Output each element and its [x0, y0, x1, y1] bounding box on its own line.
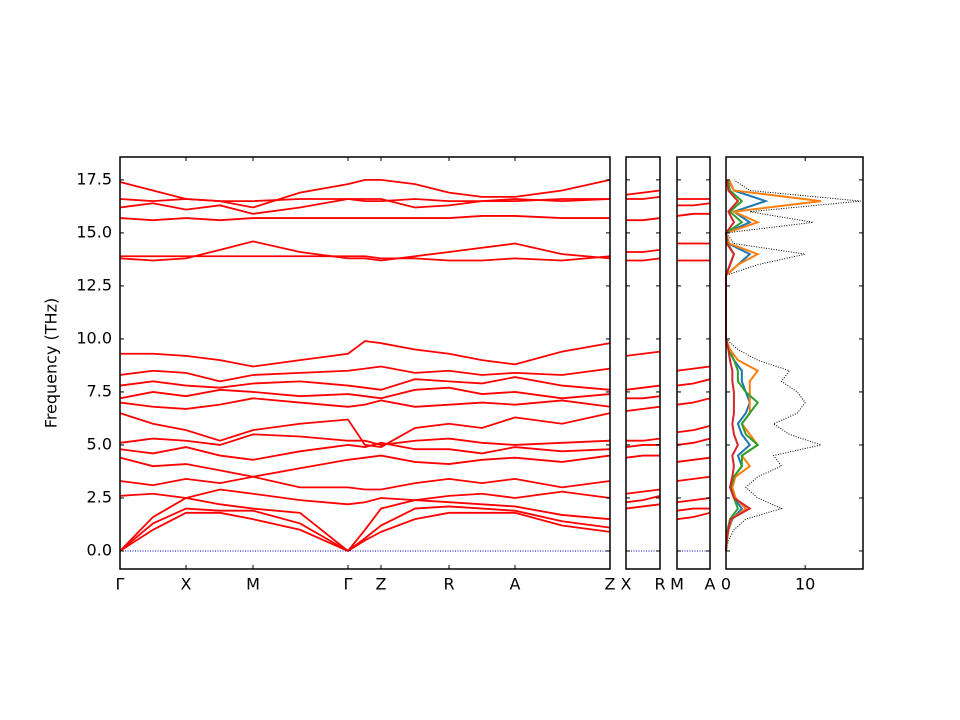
x-tick-label: 0	[721, 575, 731, 594]
band-line	[119, 488, 611, 506]
band-line	[119, 240, 611, 262]
band-line	[626, 257, 661, 262]
band-line	[119, 505, 611, 553]
y-tick-label: 5.0	[87, 434, 112, 453]
band-line	[119, 397, 611, 410]
band-line	[625, 405, 661, 412]
x-tick-label: M	[670, 575, 684, 594]
panel-frame	[119, 156, 611, 570]
band-line	[119, 412, 611, 449]
band-line	[120, 255, 611, 262]
x-tick-label: X	[621, 575, 632, 594]
y-tick-label: 12.5	[76, 275, 112, 294]
dos-line	[724, 179, 822, 552]
band-line	[119, 198, 610, 215]
y-tick-label: 2.5	[87, 487, 112, 506]
band-line	[626, 248, 661, 253]
band-line	[676, 424, 711, 434]
band-line	[625, 488, 661, 495]
x-tick-label: R	[443, 575, 454, 594]
band-line	[120, 340, 611, 368]
x-tick-label: X	[181, 575, 192, 594]
band-line	[625, 384, 661, 391]
x-tick-label: 10	[795, 575, 815, 594]
band-line	[119, 511, 611, 552]
band-line	[676, 378, 711, 387]
band-line	[626, 437, 661, 442]
panel-frame	[725, 156, 864, 570]
y-axis-label: Frequency (THz)	[42, 298, 61, 428]
x-tick-label: R	[654, 575, 665, 594]
x-tick-label: Γ	[344, 575, 353, 594]
band-line	[676, 497, 711, 504]
panel-frame	[625, 156, 661, 570]
y-tick-label: 15.0	[76, 222, 112, 241]
x-tick-label: M	[246, 575, 260, 594]
y-tick-label: 0.0	[87, 540, 112, 559]
band-line	[119, 497, 611, 553]
band-line	[625, 503, 661, 510]
y-tick-label: 17.5	[76, 169, 112, 188]
band-line	[676, 212, 710, 217]
band-line	[119, 433, 611, 446]
band-line	[676, 365, 711, 372]
band-line	[119, 215, 610, 222]
band-line	[676, 437, 711, 446]
x-tick-label: Z	[605, 575, 616, 594]
band-line	[676, 456, 711, 463]
band-line	[119, 475, 611, 491]
band-line	[626, 217, 661, 222]
band-line	[119, 365, 611, 383]
band-line	[119, 179, 611, 209]
band-line	[625, 444, 660, 448]
band-line	[676, 511, 711, 521]
band-line	[625, 350, 661, 357]
band-line	[625, 494, 661, 504]
x-tick-label: A	[705, 575, 716, 594]
band-line	[676, 397, 711, 406]
band-line	[626, 395, 661, 400]
band-line	[119, 386, 611, 400]
dos-line	[725, 179, 861, 552]
band-line	[677, 202, 711, 207]
x-tick-label: A	[510, 575, 521, 594]
band-line	[676, 507, 710, 512]
x-tick-label: Z	[376, 575, 387, 594]
panel-frame	[676, 156, 711, 570]
band-line	[625, 454, 660, 459]
band-line	[119, 454, 611, 478]
band-line	[119, 376, 611, 391]
band-line	[676, 475, 711, 482]
y-tick-label: 10.0	[76, 328, 112, 347]
band-line	[626, 195, 661, 200]
y-tick-label: 7.5	[87, 381, 112, 400]
band-line	[625, 189, 661, 196]
band-line	[119, 441, 611, 461]
x-tick-label: Γ	[116, 575, 125, 594]
